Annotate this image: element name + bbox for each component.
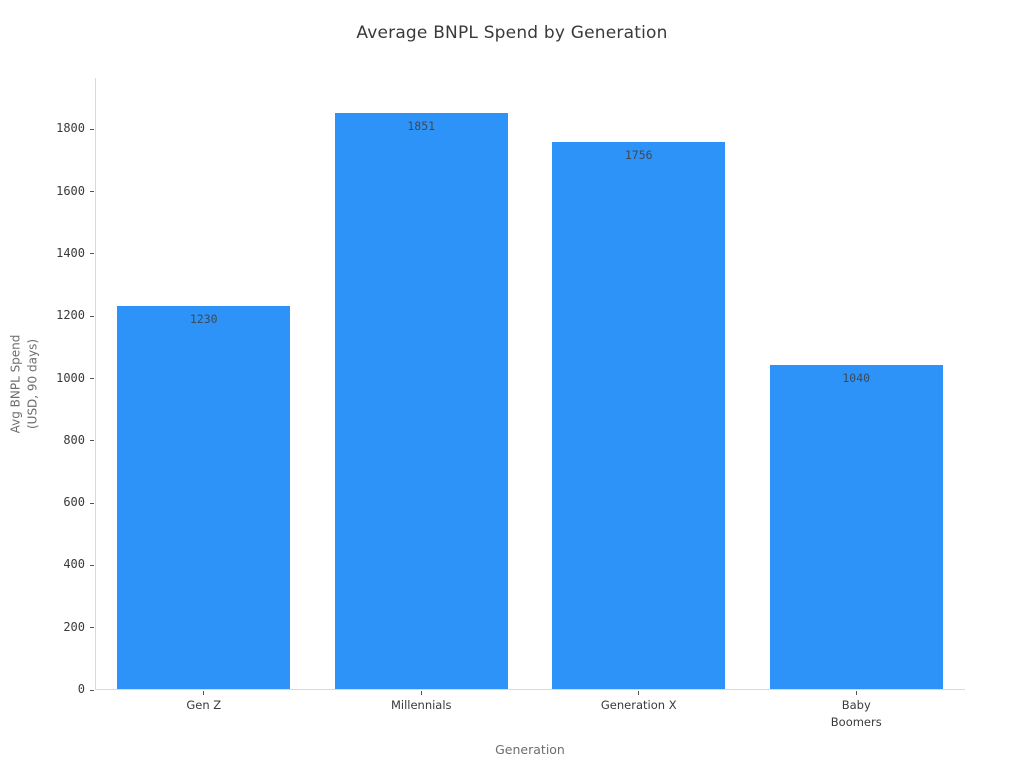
x-axis-title: Generation: [495, 742, 565, 757]
y-tick-mark-600: [90, 502, 94, 504]
bar-millennials: [334, 112, 508, 689]
x-tick-mark-gen-z: [203, 691, 205, 695]
y-tick-label-200: 200: [63, 619, 85, 634]
y-tick-label-0: 0: [77, 682, 85, 696]
bar-gen-z: [117, 305, 291, 689]
y-tick-mark-400: [90, 564, 94, 566]
x-tick-mark-generation-x: [638, 691, 640, 695]
y-tick-label-1000: 1000: [56, 370, 85, 385]
y-tick-label-400: 400: [63, 557, 85, 572]
x-tick-label-gen-z: Gen Z: [186, 698, 222, 712]
y-axis-title: Avg BNPL Spend (USD, 90 days): [8, 334, 40, 434]
bar-value-label-millennials: 1851: [407, 118, 436, 133]
y-tick-mark-200: [90, 627, 94, 629]
y-axis-line: [95, 78, 96, 690]
y-tick-mark-800: [90, 440, 94, 442]
x-tick-label-baby-boomers: Baby Boomers: [830, 698, 882, 729]
bar-value-label-gen-z: 1230: [189, 311, 218, 326]
y-tick-mark-1000: [90, 378, 94, 380]
y-tick-label-1400: 1400: [56, 245, 85, 260]
y-tick-label-600: 600: [63, 495, 85, 510]
y-tick-label-1800: 1800: [56, 121, 85, 136]
bar-generation-x: [552, 142, 726, 689]
x-axis-line: [95, 689, 965, 690]
bar-value-label-generation-x: 1756: [624, 148, 653, 163]
y-tick-mark-1800: [90, 128, 94, 130]
y-tick-mark-1600: [90, 191, 94, 193]
y-tick-label-1600: 1600: [56, 183, 85, 198]
plot-area: 0 200 400 600 800 1000 1200 1400 1600 1800 1230 Gen…: [56, 78, 965, 729]
y-tick-mark-1200: [90, 315, 94, 317]
bar-value-label-baby-boomers: 1040: [842, 371, 871, 386]
x-tick-mark-millennials: [420, 691, 422, 695]
y-tick-mark-0: [90, 689, 94, 691]
chart-title: Average BNPL Spend by Generation: [356, 23, 668, 43]
x-tick-label-generation-x: Generation X: [600, 698, 677, 712]
y-tick-label-800: 800: [63, 432, 85, 447]
x-tick-mark-baby-boomers: [855, 691, 857, 695]
x-tick-label-millennials: Millennials: [390, 698, 452, 712]
bar-baby-boomers: [769, 365, 943, 689]
y-tick-mark-1400: [90, 253, 94, 255]
y-tick-label-1200: 1200: [56, 308, 85, 323]
